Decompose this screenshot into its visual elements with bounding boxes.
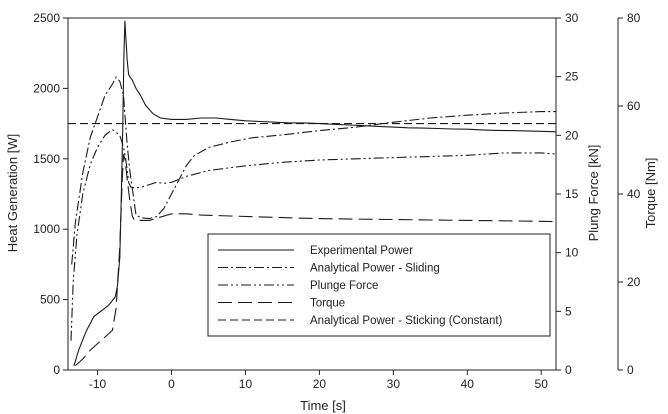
x-axis: -10 0 10 20 30 40 50 [89, 370, 548, 391]
left-tick-label: 0 [53, 363, 60, 377]
left-tick-label: 500 [40, 293, 60, 307]
left-axis-label: Heat Generation [W] [5, 134, 20, 253]
right1-tick-label: 10 [565, 246, 579, 260]
right2-tick-label: 0 [627, 363, 634, 377]
left-tick-label: 1500 [33, 152, 60, 166]
right1-tick-label: 5 [565, 304, 572, 318]
right2-tick-label: 60 [627, 99, 641, 113]
legend-label-2: Analytical Power - Sliding [310, 263, 440, 275]
x-tick-label: 10 [239, 377, 253, 391]
legend-label-5: Analytical Power - Sticking (Constant) [310, 315, 503, 327]
right-axis-plung-force: 0 5 10 15 20 25 30 [556, 11, 579, 377]
left-tick-label: 1000 [33, 222, 60, 236]
right1-tick-label: 30 [565, 11, 579, 25]
x-tick-label: 50 [535, 377, 549, 391]
right-axis-2-label: Torque [Nm] [643, 158, 658, 229]
series-layer [68, 20, 556, 367]
x-tick-label: 40 [461, 377, 475, 391]
right1-tick-label: 20 [565, 128, 579, 142]
right2-tick-label: 80 [627, 11, 641, 25]
left-tick-label: 2500 [33, 11, 60, 25]
right2-tick-label: 40 [627, 187, 641, 201]
right-axis-torque: 0 20 40 60 80 [617, 11, 641, 377]
x-tick-label: -10 [89, 377, 107, 391]
x-tick-label: 30 [387, 377, 401, 391]
right1-tick-label: 25 [565, 70, 579, 84]
legend-label-1: Experimental Power [310, 245, 413, 257]
right1-tick-label: 15 [565, 187, 579, 201]
series-line-2 [71, 76, 556, 265]
x-tick-label: 20 [313, 377, 327, 391]
left-tick-label: 2000 [33, 81, 60, 95]
x-axis-label: Time [s] [300, 398, 346, 413]
series-line-4 [75, 154, 556, 367]
left-axis: 0 500 1000 1500 2000 2500 [33, 11, 68, 377]
right1-tick-label: 0 [565, 363, 572, 377]
legend-label-3: Plunge Force [310, 280, 378, 292]
x-tick-label: 0 [168, 377, 175, 391]
legend: Experimental Power Analytical Power - Sli… [207, 233, 551, 337]
legend-label-4: Torque [310, 298, 345, 310]
right-axis-1-label: Plung Force [kN] [586, 145, 601, 242]
series-line-3 [70, 128, 556, 341]
right2-tick-label: 20 [627, 275, 641, 289]
